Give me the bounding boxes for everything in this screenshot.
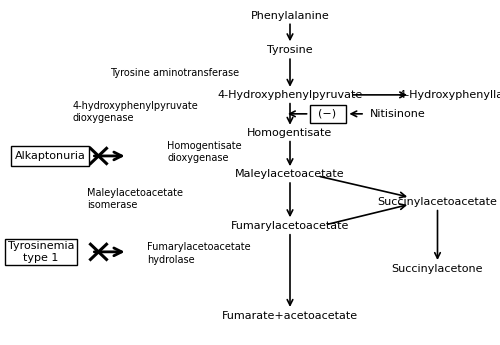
Text: 4-Hydroxyphenylpyruvate: 4-Hydroxyphenylpyruvate [218, 90, 362, 100]
Text: 4-Hydroxyphenyllactate: 4-Hydroxyphenyllactate [398, 90, 500, 100]
Text: Fumarylacetoacetate: Fumarylacetoacetate [231, 221, 349, 231]
Text: Succinylacetone: Succinylacetone [392, 264, 483, 274]
Text: Succinylacetoacetate: Succinylacetoacetate [378, 197, 498, 207]
Text: Maleylacetoacetate: Maleylacetoacetate [235, 169, 345, 179]
FancyBboxPatch shape [310, 105, 346, 123]
FancyBboxPatch shape [12, 146, 89, 166]
Text: Nitisinone: Nitisinone [370, 109, 426, 119]
Text: Tyrosinemia
type 1: Tyrosinemia type 1 [8, 241, 74, 263]
Text: 4-hydroxyphenylpyruvate
dioxygenase: 4-hydroxyphenylpyruvate dioxygenase [72, 101, 198, 123]
Text: (−): (−) [318, 109, 336, 119]
Text: Tyrosine aminotransferase: Tyrosine aminotransferase [110, 69, 239, 78]
Text: Alkaptonuria: Alkaptonuria [14, 151, 86, 161]
Text: Phenylalanine: Phenylalanine [250, 11, 330, 20]
Text: Tyrosine: Tyrosine [267, 45, 313, 55]
Text: Fumarate+acetoacetate: Fumarate+acetoacetate [222, 311, 358, 321]
FancyBboxPatch shape [5, 239, 77, 265]
Text: Maleylacetoacetate
isomerase: Maleylacetoacetate isomerase [88, 188, 184, 210]
Text: Homogentisate
dioxygenase: Homogentisate dioxygenase [168, 141, 242, 163]
Text: Fumarylacetoacetate
hydrolase: Fumarylacetoacetate hydrolase [148, 243, 251, 265]
Text: Homogentisate: Homogentisate [248, 128, 332, 138]
